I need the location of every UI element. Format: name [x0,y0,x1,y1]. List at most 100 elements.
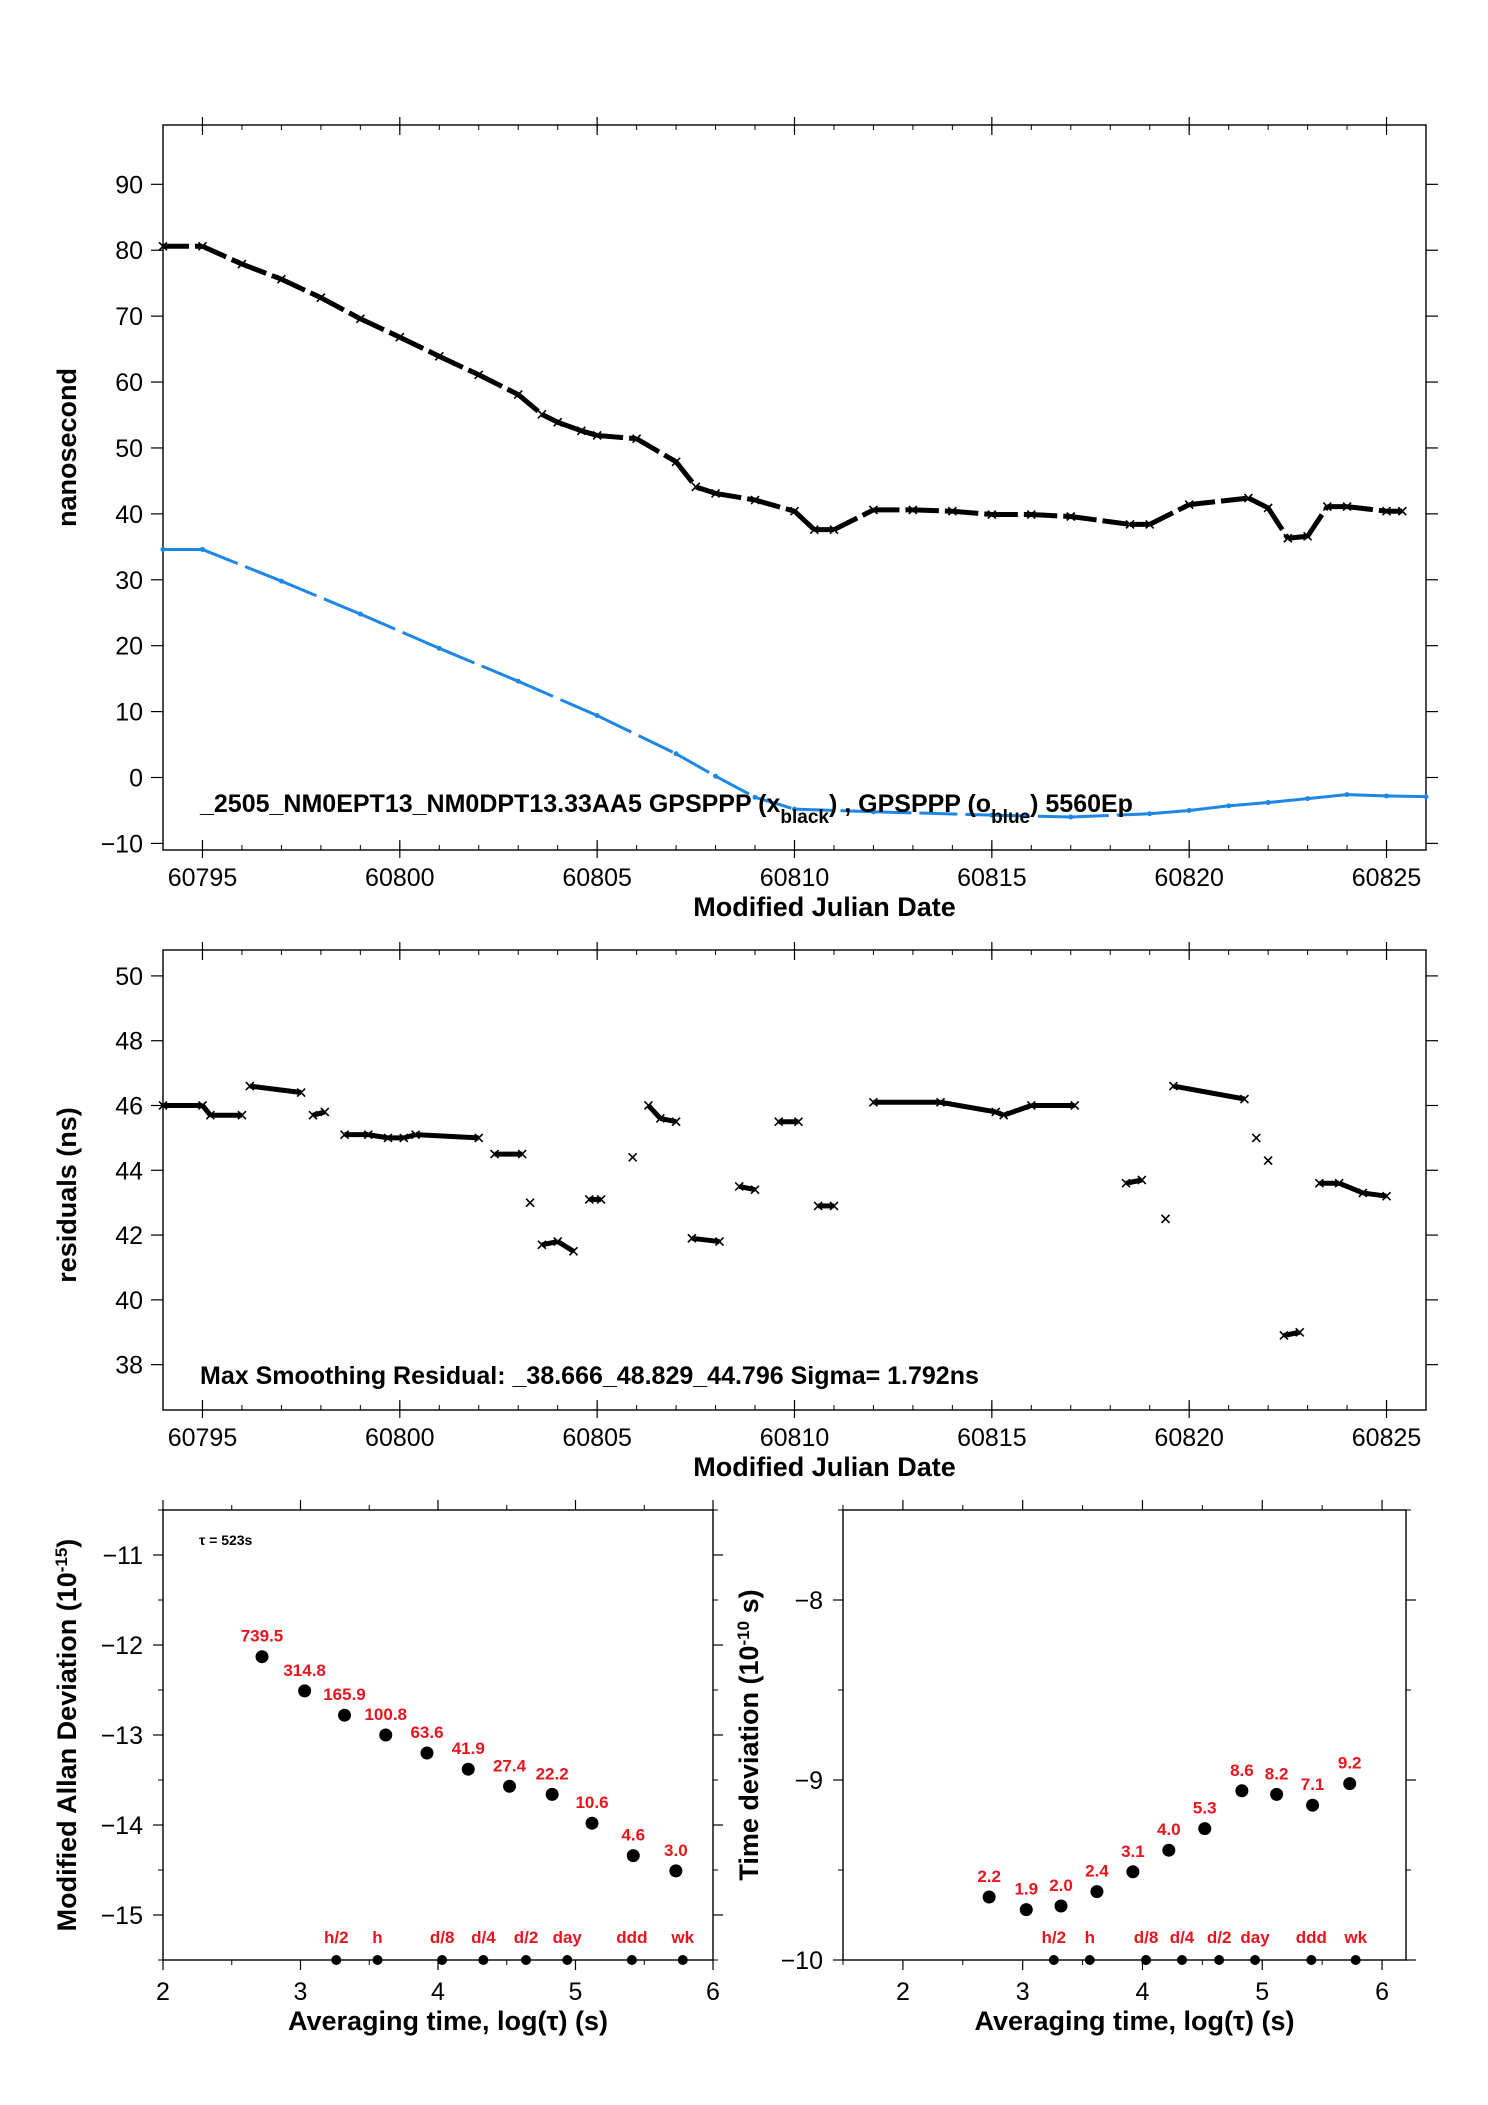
panel4-marker-dot [1141,1955,1152,1965]
panel2-ytick-label: 50 [115,963,143,991]
panel1-trace [695,484,717,496]
panel3-marker-dot [562,1955,573,1965]
panel4-point [1162,1843,1176,1857]
panel1-xtick-label: 60825 [1352,864,1422,892]
panel1-trace [674,460,698,489]
panel2-trace [1283,1329,1301,1338]
panel3-point-label: 10.6 [575,1793,608,1812]
panel4-ylabel-main: Time deviation (10 [734,1646,764,1881]
panel2-point [714,1236,725,1247]
panel2-point [237,1110,247,1120]
panel3-point [669,1864,683,1878]
panel3-point [379,1728,393,1742]
panel2-trace [541,1239,559,1248]
panel3-xtick-label: 5 [569,1978,583,2006]
panel3-point-label: 165.9 [323,1685,366,1704]
panel4-point-label: 5.3 [1193,1799,1217,1818]
panel4-marker-label: wk [1343,1928,1367,1947]
panel1-trace [540,412,559,425]
panel1-ytick-label: 50 [115,435,143,463]
panel1-point [1125,519,1135,529]
panel1-point [1423,794,1429,800]
panel2-point [517,1149,527,1159]
panel3-point [255,1650,269,1664]
panel2-point [1026,1100,1036,1111]
panel4-marker-dot [1048,1955,1059,1965]
panel3-xtick-label: 3 [294,1978,308,2006]
panel2-trace [659,1116,677,1125]
panel2-point [1381,1191,1392,1201]
panel1-trace [1148,502,1191,527]
panel4-point-label: 1.9 [1014,1880,1038,1899]
panel4-xlabel: Averaging time, log(τ) (s) [974,2006,1294,2036]
panel1-ytick-label: 40 [115,501,143,529]
panel1-trace [873,810,992,817]
panel1-trace [1346,504,1387,514]
panel2-ytick-label: 44 [115,1157,143,1185]
panel1-xtick-label: 60810 [760,864,830,892]
panel1-point [1381,506,1392,516]
panel1-xtick-label: 60815 [957,864,1027,892]
panel1-trace [280,276,322,300]
panel1-trace [280,579,361,616]
panel4-marker-label: d/2 [1207,1928,1232,1947]
annotation-subscript: blue [991,807,1030,828]
panel4-point-label: 2.0 [1049,1876,1073,1895]
panel2-trace [691,1235,720,1245]
panel2-point [750,1185,760,1195]
panel3-point [503,1779,516,1793]
panel2-point [1160,1214,1171,1224]
panel1-ytick-label: 10 [115,699,143,727]
panel1-trace [952,508,993,518]
panel1-trace [201,548,282,583]
panel2-xtick-label: 60815 [957,1424,1027,1452]
panel1-trace [319,295,362,321]
panel1-xlabel: Modified Julian Date [693,892,956,922]
panel3-point-label: 100.8 [364,1705,407,1724]
panel2-point [596,1194,606,1205]
panel1-series-1 [160,546,1429,820]
panel2-point [525,1198,535,1208]
panel4-marker-dot [1306,1955,1317,1965]
panel3-point [298,1684,312,1698]
panel3-point-label: 41.9 [452,1739,485,1758]
panel2-trace [1002,1103,1033,1118]
panel4-point [1235,1784,1249,1798]
panel1-trace [1070,812,1150,819]
panel1-trace [635,436,678,464]
panel3-point-label: 739.5 [241,1627,284,1646]
panel1-series-0 [158,241,1407,543]
panel3-point-label: 22.2 [536,1764,569,1783]
panel3-marker-label: d/8 [430,1928,455,1947]
panel1-trace [1070,514,1131,527]
annotation-part: ) , GPSPPP (o [829,790,991,818]
panel4-marker-label: h/2 [1042,1928,1067,1947]
panel1-trace [1386,794,1427,799]
panel3-ytick-label: −14 [101,1812,144,1840]
panel3-ylabel-main: Modified Allan Deviation (10 [52,1572,82,1931]
panel2-point [1295,1327,1305,1337]
panel2-annotation: Max Smoothing Residual: _38.666_48.829_4… [200,1362,979,1390]
panel2-ytick-label: 38 [115,1352,143,1380]
panel4-points: 2.2 1.9 2.0 2.4 3.1 4.0 5.3 8.6 8.2 7.1 9.2 [977,1754,1362,1917]
panel1-ytick-label: 30 [115,567,143,595]
panel1-trace [1247,495,1270,511]
panel1-trace [1267,797,1308,805]
panel3-ytick-label: −15 [101,1902,143,1930]
panel3-ylabel-end: ) [52,1539,82,1548]
panel4-point [1054,1899,1068,1913]
panel1-trace [398,334,441,359]
panel2-point [320,1107,330,1117]
panel1-ytick-label: 0 [129,765,143,793]
panel4-ylabel-end: s) [734,1589,764,1621]
panel2-point [793,1117,804,1127]
panel3-marker-dot [372,1955,383,1965]
panel2-point [628,1152,638,1162]
panel4-point-label: 2.4 [1085,1862,1109,1881]
panel3-marker-dot [478,1955,489,1965]
panel2-trace [403,1132,417,1141]
panel4-ylabel: Time deviation (10-10 s) [734,1589,765,1880]
panel4-point-label: 2.2 [977,1867,1001,1886]
panel2-point [829,1201,839,1211]
panel1-trace [438,354,480,378]
